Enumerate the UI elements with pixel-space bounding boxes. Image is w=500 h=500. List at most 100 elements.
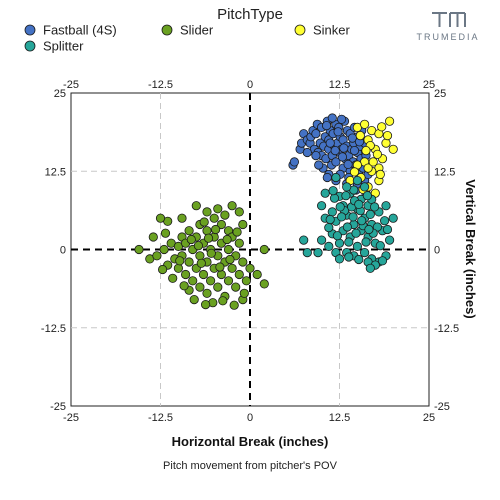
trumedia-logo: TRUMEDIA (417, 12, 480, 42)
data-point (365, 209, 375, 219)
legend-label: Sinker (313, 23, 351, 38)
data-point (359, 248, 370, 258)
data-point (337, 152, 347, 162)
data-point (211, 224, 221, 235)
data-point (321, 121, 332, 131)
x-tick-top: 25 (423, 79, 435, 91)
data-point (342, 182, 352, 192)
y-tick-right: 25 (434, 88, 446, 100)
data-point (325, 138, 335, 148)
y-tick-left: 12.5 (45, 166, 66, 178)
data-point (223, 244, 234, 255)
x-tick-top: 0 (247, 79, 253, 91)
data-point (343, 159, 353, 169)
data-point (329, 193, 340, 203)
data-point (316, 235, 327, 245)
data-point (213, 282, 223, 292)
data-point (186, 234, 196, 245)
logo-text: TRUMEDIA (417, 32, 480, 42)
data-point (158, 264, 168, 275)
data-point (198, 269, 209, 280)
data-point (302, 248, 312, 258)
series-slider (134, 201, 269, 310)
y-tick-right: -12.5 (434, 323, 459, 335)
data-point (134, 244, 144, 255)
data-point (388, 144, 398, 154)
data-point (222, 234, 232, 245)
x-tick-top: 12.5 (329, 79, 350, 91)
data-point (335, 202, 345, 212)
data-point (365, 263, 375, 273)
data-point (195, 251, 205, 261)
data-point (215, 262, 225, 272)
data-point (341, 191, 351, 201)
data-point (375, 241, 385, 251)
data-point (152, 251, 162, 261)
data-point (168, 273, 178, 283)
data-point (351, 228, 361, 238)
legend-marker (161, 24, 173, 36)
data-point (189, 294, 199, 305)
data-point (331, 157, 341, 167)
data-point (331, 172, 341, 183)
data-point (195, 282, 205, 292)
data-point (320, 188, 330, 198)
data-point (363, 163, 373, 173)
data-point (372, 222, 382, 232)
y-axis-label: Vertical Break (inches) (463, 179, 478, 318)
data-point (324, 223, 334, 233)
data-point (179, 281, 189, 291)
data-point (322, 172, 332, 183)
x-tick-bottom: 0 (247, 412, 253, 424)
data-point (229, 300, 239, 310)
data-point (344, 252, 354, 262)
data-point (202, 288, 212, 298)
points-layer (134, 113, 398, 310)
y-tick-left: 25 (54, 88, 66, 100)
data-point (349, 167, 360, 177)
data-point (342, 222, 352, 232)
legend-item: Fastball (4S) (24, 23, 117, 38)
data-point (188, 276, 198, 286)
data-point (184, 257, 194, 267)
data-point (368, 157, 378, 167)
legend-marker (24, 40, 36, 52)
data-point (227, 263, 237, 273)
data-point (216, 269, 226, 280)
data-point (289, 157, 299, 167)
x-axis-label: Horizontal Break (inches) (172, 434, 329, 449)
data-point (259, 244, 269, 255)
data-point (238, 257, 248, 267)
data-point (382, 224, 393, 235)
data-point (202, 226, 212, 236)
data-point (314, 160, 324, 170)
data-point (384, 116, 395, 126)
data-point (206, 276, 216, 286)
data-point (160, 228, 171, 238)
data-point (175, 256, 185, 266)
data-point (159, 244, 169, 255)
data-point (203, 233, 214, 243)
data-point (359, 182, 370, 192)
data-point (220, 210, 230, 220)
plot-area (70, 92, 430, 407)
data-point (241, 276, 251, 286)
data-point (332, 231, 342, 241)
gridlines (71, 93, 429, 406)
legend-label: Slider (180, 23, 214, 38)
data-point (348, 212, 358, 222)
y-tick-left: -12.5 (41, 323, 66, 335)
x-tick-bottom: -12.5 (148, 412, 173, 424)
data-point (206, 248, 216, 258)
data-point (302, 147, 312, 158)
series-splitter (299, 172, 398, 273)
data-point (333, 127, 343, 137)
data-point (209, 213, 219, 223)
data-point (372, 149, 382, 159)
data-point (349, 146, 360, 156)
data-point (259, 279, 269, 289)
data-point (232, 227, 242, 237)
y-tick-right: 0 (434, 245, 440, 257)
